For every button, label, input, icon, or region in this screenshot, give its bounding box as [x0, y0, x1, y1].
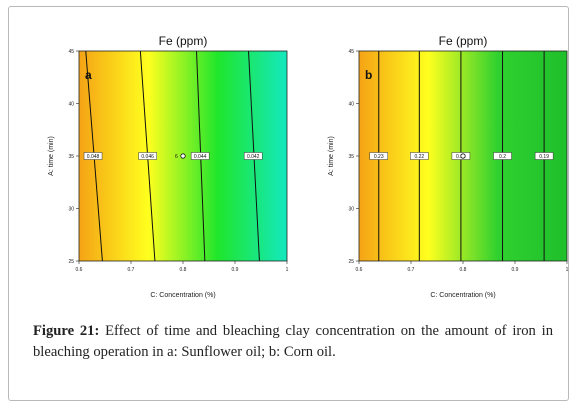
x-tick-label: 0.7: [408, 267, 415, 273]
y-tick-label: 45: [348, 49, 354, 55]
contour-label-box: [83, 152, 103, 160]
contour-plot-a: Fe (ppm) a 0.048 0.046 0.044 0.042 6 0.6 0.7 0.8 0…: [19, 25, 289, 315]
contour-label: 0.042: [247, 154, 260, 160]
contour-label-box: [410, 152, 429, 160]
y-tick-label: 35: [348, 154, 354, 160]
contour-label: 0.22: [414, 154, 424, 160]
contour-label: 0.044: [194, 154, 207, 160]
x-tick-label: 0.6: [76, 267, 83, 273]
x-axis-label: C: Concentration (%): [430, 292, 495, 299]
x-tick-label: 0.7: [128, 267, 135, 273]
contour-label: 0.048: [87, 154, 100, 160]
contour-label: 0.046: [141, 154, 154, 160]
y-axis-label: A: time (min): [48, 136, 55, 176]
x-tick-label: 1: [286, 267, 289, 273]
contour-label-box: [493, 152, 512, 160]
y-tick-label: 45: [68, 49, 74, 55]
contour-plot-a-svg: Fe (ppm) a 0.048 0.046 0.044 0.042 6 0.6 0.7 0.8 0…: [48, 34, 289, 299]
y-tick-label: 30: [348, 206, 354, 212]
contour-label: 0.23: [374, 154, 384, 160]
design-point-label: 6: [175, 154, 178, 160]
contour-label-box: [190, 152, 210, 160]
contour-plot-b: Fe (ppm)b0.230.220.210.20.190.60.70.80.9…: [299, 25, 569, 315]
x-tick-label: 1: [566, 267, 569, 273]
y-tick-label: 25: [68, 259, 74, 265]
x-tick-label: 0.9: [512, 267, 519, 273]
y-tick-label: 35: [68, 154, 74, 160]
y-tick-label: 30: [68, 206, 74, 212]
panel-label: a: [85, 68, 92, 82]
caption-lead: Figure 21:: [33, 323, 100, 339]
panel-label: b: [365, 68, 372, 82]
contour-label: 0.19: [539, 154, 549, 160]
x-tick-label: 0.6: [356, 267, 363, 273]
y-tick-label: 40: [348, 101, 354, 107]
y-tick-label: 25: [348, 259, 354, 265]
y-tick-label: 40: [68, 101, 74, 107]
y-axis-label: A: time (min): [328, 136, 335, 176]
contour-label-box: [243, 152, 263, 160]
contour-label-box: [534, 152, 554, 160]
contour-label-box: [369, 152, 389, 160]
figure-frame: Fe (ppm) a 0.048 0.046 0.044 0.042 6 0.6 0.7 0.8 0…: [8, 6, 569, 401]
x-axis-label: C: Concentration (%): [150, 292, 215, 299]
chart-title: Fe (ppm): [439, 34, 488, 48]
contour-plot-b-svg: Fe (ppm)b0.230.220.210.20.190.60.70.80.9…: [328, 34, 569, 299]
figure-caption: Figure 21: Effect of time and bleaching …: [33, 321, 553, 363]
design-point: [460, 153, 466, 159]
chart-title: Fe (ppm): [159, 34, 208, 48]
x-tick-label: 0.8: [180, 267, 187, 273]
x-tick-label: 0.8: [460, 267, 467, 273]
design-point: [180, 153, 186, 159]
x-tick-label: 0.9: [232, 267, 239, 273]
contour-label-box: [138, 152, 157, 160]
caption-text: Effect of time and bleaching clay concen…: [33, 323, 553, 360]
contour-label: 0.2: [499, 154, 506, 160]
